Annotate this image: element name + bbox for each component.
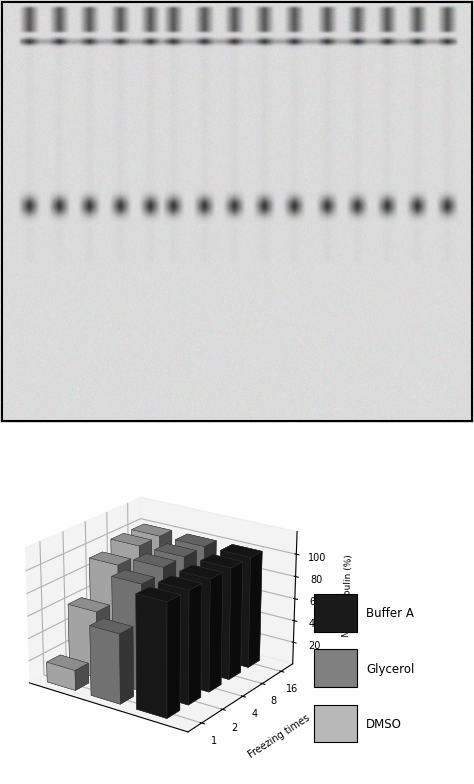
- Bar: [314, 594, 357, 632]
- Text: Buffer A: Buffer A: [366, 608, 414, 620]
- Text: DMSO: DMSO: [366, 718, 402, 731]
- Y-axis label: Freezing times: Freezing times: [246, 713, 312, 760]
- Bar: [314, 649, 357, 688]
- Bar: [314, 705, 357, 742]
- Text: Glycerol: Glycerol: [366, 662, 414, 676]
